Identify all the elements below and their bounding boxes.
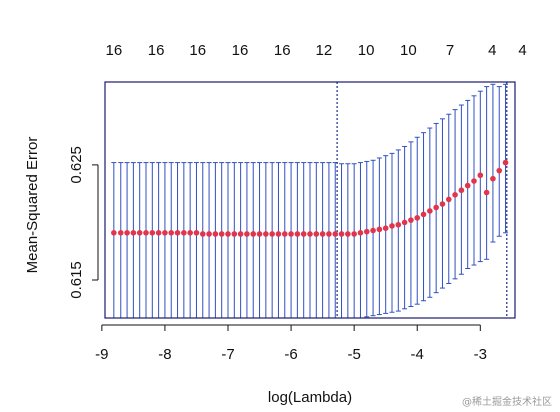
mse-point	[231, 231, 238, 237]
mse-point	[363, 228, 370, 235]
mse-point	[332, 231, 339, 237]
top-axis-label: 16	[148, 42, 165, 59]
mse-point	[370, 227, 376, 234]
top-axis-label: 10	[358, 42, 375, 59]
x-tick-label: -7	[221, 346, 234, 363]
top-axis-label: 12	[316, 42, 333, 59]
mse-point	[288, 231, 294, 237]
mse-point	[263, 231, 269, 237]
mse-point	[168, 230, 175, 236]
top-axis-label: 16	[274, 42, 291, 59]
top-axis-label: 16	[189, 42, 206, 59]
top-axis-label: 4	[488, 42, 496, 59]
mse-point	[445, 196, 452, 203]
top-axis-label: 4	[518, 42, 526, 59]
mse-point	[338, 231, 345, 237]
mse-point	[187, 230, 193, 236]
mse-point	[136, 230, 143, 236]
mse-point	[414, 215, 421, 221]
mse-point	[117, 230, 124, 236]
mse-point	[124, 230, 130, 236]
mse-point	[420, 211, 427, 218]
mse-point	[376, 226, 383, 233]
mse-point	[237, 231, 244, 237]
mse-point	[294, 231, 301, 237]
mse-point	[382, 225, 389, 232]
mse-point	[300, 231, 307, 237]
mse-point	[464, 182, 471, 189]
mse-point	[193, 230, 200, 236]
mse-point	[218, 231, 225, 237]
top-axis-label: 16	[232, 42, 249, 59]
mse-point	[275, 231, 282, 237]
mse-point	[319, 231, 326, 237]
y-tick-label: 0.615	[68, 261, 85, 299]
plot-frame	[104, 81, 516, 319]
mse-point	[477, 172, 484, 179]
mse-point	[143, 230, 149, 236]
watermark: @稀土掘金技术社区	[462, 397, 552, 408]
x-tick-label: -4	[411, 346, 424, 363]
mse-point	[502, 159, 509, 166]
mse-point	[225, 231, 231, 237]
x-tick-label: -6	[284, 346, 297, 363]
mse-point	[439, 201, 446, 207]
mse-point	[496, 167, 503, 174]
mse-point	[256, 231, 263, 237]
mse-point	[351, 231, 357, 237]
mse-point	[427, 208, 433, 214]
x-axis-title: log(Lambda)	[268, 389, 352, 406]
y-axis: 0.615 0.625	[68, 146, 99, 299]
x-tick-label: -8	[158, 346, 171, 363]
error-bars	[111, 83, 509, 319]
mse-point	[206, 231, 212, 237]
mse-point	[181, 230, 187, 236]
x-tick-label: -3	[474, 346, 487, 363]
mse-point	[483, 189, 490, 196]
mse-point	[490, 175, 496, 182]
mse-point	[269, 231, 275, 237]
mse-point	[395, 221, 402, 228]
x-axis: -9 -8 -7 -6 -5 -4 -3	[95, 324, 487, 363]
mse-point	[313, 231, 320, 237]
mse-point	[307, 231, 313, 237]
mse-point	[408, 217, 414, 223]
data-points	[111, 159, 509, 237]
mse-point	[389, 223, 395, 229]
mse-point	[401, 219, 408, 226]
mse-point	[433, 204, 439, 211]
mse-point	[130, 230, 137, 236]
mse-point	[244, 231, 250, 237]
x-tick-label: -5	[347, 346, 360, 363]
mse-point	[149, 230, 156, 236]
mse-point	[212, 231, 219, 237]
y-tick-label: 0.625	[68, 146, 85, 184]
x-tick-label: -9	[95, 346, 108, 363]
top-axis-label: 10	[400, 42, 417, 59]
mse-point	[471, 178, 477, 184]
mse-point	[458, 187, 465, 194]
top-axis-label: 16	[105, 42, 122, 59]
mse-point	[155, 230, 162, 236]
mse-point	[281, 231, 288, 237]
y-axis-title: Mean-Squared Error	[24, 137, 41, 274]
mse-point	[250, 231, 257, 237]
mse-point	[199, 231, 206, 237]
mse-point	[174, 230, 181, 236]
mse-point	[111, 230, 117, 236]
top-axis: 16 16 16 16 16 12 10 10 7 4 4	[105, 42, 526, 59]
mse-point	[162, 230, 168, 236]
top-axis-label: 7	[446, 42, 454, 59]
mse-point	[452, 192, 458, 198]
reference-lines	[336, 82, 508, 318]
mse-point	[345, 231, 351, 237]
mse-point	[326, 231, 332, 237]
mse-point	[357, 230, 364, 236]
